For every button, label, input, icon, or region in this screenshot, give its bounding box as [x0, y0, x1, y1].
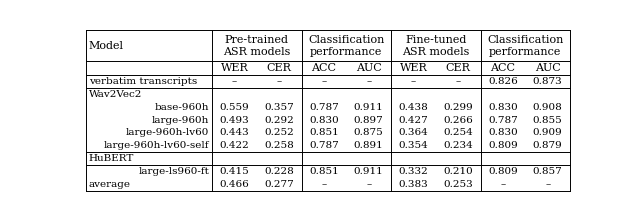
Text: 0.493: 0.493: [220, 116, 250, 125]
Text: base-960h: base-960h: [155, 103, 209, 112]
Text: 0.354: 0.354: [399, 141, 428, 150]
Text: WER: WER: [399, 63, 428, 73]
Text: ACC: ACC: [490, 63, 515, 73]
Text: 0.911: 0.911: [354, 103, 383, 112]
Text: 0.909: 0.909: [533, 128, 563, 137]
Text: 0.826: 0.826: [488, 77, 518, 86]
Text: –: –: [232, 77, 237, 86]
Text: 0.277: 0.277: [264, 180, 294, 189]
Text: –: –: [545, 180, 550, 189]
Text: 0.210: 0.210: [444, 167, 473, 176]
Text: 0.891: 0.891: [354, 141, 383, 150]
Text: –: –: [321, 77, 326, 86]
Text: 0.873: 0.873: [533, 77, 563, 86]
Text: HuBERT: HuBERT: [89, 154, 134, 163]
Text: 0.855: 0.855: [533, 116, 563, 125]
Text: ACC: ACC: [312, 63, 337, 73]
Text: Wav2Vec2: Wav2Vec2: [89, 90, 142, 99]
Text: 0.415: 0.415: [220, 167, 250, 176]
Text: Pre-trained
ASR models: Pre-trained ASR models: [223, 35, 291, 57]
Text: Fine-tuned
ASR models: Fine-tuned ASR models: [402, 35, 470, 57]
Text: AUC: AUC: [356, 63, 381, 73]
Text: CER: CER: [267, 63, 292, 73]
Text: 0.911: 0.911: [354, 167, 383, 176]
Text: –: –: [321, 180, 326, 189]
Text: 0.879: 0.879: [533, 141, 563, 150]
Text: –: –: [500, 180, 506, 189]
Text: 0.830: 0.830: [488, 128, 518, 137]
Text: 0.851: 0.851: [309, 128, 339, 137]
Text: 0.253: 0.253: [444, 180, 473, 189]
Text: WER: WER: [221, 63, 248, 73]
Text: 0.234: 0.234: [444, 141, 473, 150]
Text: 0.266: 0.266: [444, 116, 473, 125]
Text: –: –: [456, 77, 461, 86]
Text: –: –: [276, 77, 282, 86]
Text: 0.427: 0.427: [399, 116, 428, 125]
Text: 0.332: 0.332: [399, 167, 428, 176]
Text: large-960h-lv60-self: large-960h-lv60-self: [104, 141, 209, 150]
Text: AUC: AUC: [535, 63, 561, 73]
Text: 0.787: 0.787: [309, 103, 339, 112]
Text: 0.830: 0.830: [309, 116, 339, 125]
Text: 0.292: 0.292: [264, 116, 294, 125]
Text: 0.443: 0.443: [220, 128, 250, 137]
Text: 0.438: 0.438: [399, 103, 428, 112]
Text: 0.787: 0.787: [309, 141, 339, 150]
Text: 0.228: 0.228: [264, 167, 294, 176]
Text: 0.466: 0.466: [220, 180, 250, 189]
Text: 0.857: 0.857: [533, 167, 563, 176]
Text: 0.908: 0.908: [533, 103, 563, 112]
Text: –: –: [366, 180, 371, 189]
Text: 0.364: 0.364: [399, 128, 428, 137]
Text: 0.787: 0.787: [488, 116, 518, 125]
Text: 0.422: 0.422: [220, 141, 250, 150]
Text: large-ls960-ft: large-ls960-ft: [138, 167, 209, 176]
Text: Classification
performance: Classification performance: [308, 35, 385, 57]
Text: 0.258: 0.258: [264, 141, 294, 150]
Text: –: –: [411, 77, 416, 86]
Text: 0.357: 0.357: [264, 103, 294, 112]
Text: 0.559: 0.559: [220, 103, 250, 112]
Text: 0.809: 0.809: [488, 141, 518, 150]
Text: 0.383: 0.383: [399, 180, 428, 189]
Text: 0.809: 0.809: [488, 167, 518, 176]
Text: 0.252: 0.252: [264, 128, 294, 137]
Text: large-960h-lv60: large-960h-lv60: [126, 128, 209, 137]
Text: Classification
performance: Classification performance: [487, 35, 563, 57]
Text: Model: Model: [89, 41, 124, 51]
Text: verbatim transcripts: verbatim transcripts: [89, 77, 197, 86]
Text: CER: CER: [446, 63, 470, 73]
Text: average: average: [89, 180, 131, 189]
Text: 0.254: 0.254: [444, 128, 473, 137]
Text: –: –: [366, 77, 371, 86]
Text: large-960h: large-960h: [152, 116, 209, 125]
Text: 0.875: 0.875: [354, 128, 383, 137]
Text: 0.299: 0.299: [444, 103, 473, 112]
Text: 0.830: 0.830: [488, 103, 518, 112]
Text: 0.897: 0.897: [354, 116, 383, 125]
Text: 0.851: 0.851: [309, 167, 339, 176]
